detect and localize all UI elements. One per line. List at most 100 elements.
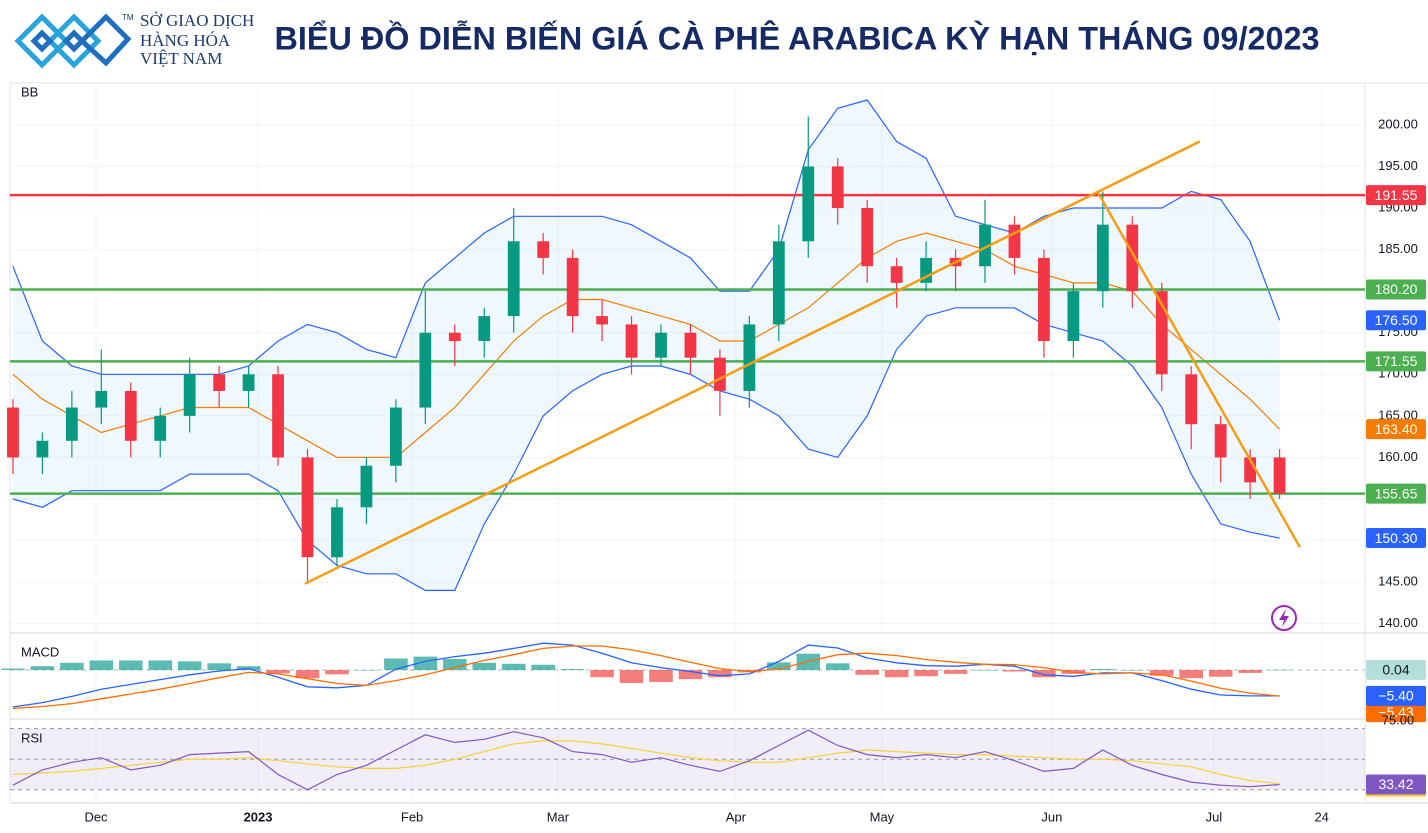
candle-body xyxy=(979,224,991,267)
y-tick-label: 75.00 xyxy=(1382,712,1415,727)
histogram-bar xyxy=(678,670,703,680)
candle-body xyxy=(743,324,756,391)
rsi-line xyxy=(12,729,1280,791)
trend-line xyxy=(1096,191,1301,548)
candle-body xyxy=(448,332,461,342)
histogram-bar xyxy=(1091,669,1115,671)
histogram-bar xyxy=(1179,670,1203,679)
y-tick-label: 165.00 xyxy=(1378,407,1418,422)
histogram-bar xyxy=(207,663,231,671)
trend-line xyxy=(304,140,1201,585)
x-tick-label: Apr xyxy=(726,809,747,824)
histogram-bar xyxy=(943,670,968,674)
price-label-box xyxy=(1366,419,1426,440)
histogram-bar xyxy=(472,662,497,671)
price-label: 155.65 xyxy=(1375,485,1418,501)
histogram-bar xyxy=(884,670,909,678)
y-tick-label: 185.00 xyxy=(1378,241,1418,256)
histogram-bar xyxy=(767,662,791,671)
histogram-bar xyxy=(825,663,850,671)
y-tick-label: 160.00 xyxy=(1378,449,1418,464)
candle-body xyxy=(890,266,903,283)
x-tick-label: 24 xyxy=(1314,809,1328,824)
candle-body xyxy=(7,407,19,458)
page-title: BIỂU ĐỒ DIỄN BIẾN GIÁ CÀ PHÊ ARABICA KỲ … xyxy=(275,20,1320,56)
pane-label: MACD xyxy=(21,644,59,659)
band-fill xyxy=(12,100,1280,591)
price-label-box xyxy=(1366,659,1426,680)
candle-body xyxy=(802,166,815,242)
price-label: −5.40 xyxy=(1378,688,1414,704)
candle-body xyxy=(301,457,314,558)
candle-body xyxy=(1185,374,1198,425)
candle-body xyxy=(242,374,255,391)
histogram-bar xyxy=(118,660,143,671)
candle-body xyxy=(1067,291,1080,342)
histogram-bar xyxy=(1002,670,1027,672)
histogram-bar xyxy=(1208,670,1233,677)
x-tick-label: May xyxy=(870,809,895,824)
candle-body xyxy=(36,440,49,458)
bollinger-line xyxy=(12,99,1281,375)
candle-body xyxy=(1008,224,1021,258)
candle-body xyxy=(566,257,579,317)
candle-body xyxy=(213,374,226,391)
price-label: 191.55 xyxy=(1375,187,1418,203)
price-label-box xyxy=(1366,185,1426,206)
macd-line xyxy=(12,645,1280,710)
price-label: 150.30 xyxy=(1375,530,1418,546)
candle-body xyxy=(1096,224,1109,292)
price-label-box xyxy=(1366,528,1426,549)
price-label: 0.04 xyxy=(1382,662,1409,678)
logo-text: HÀNG HÓA xyxy=(140,31,231,50)
candle-body xyxy=(625,324,638,358)
y-tick-label: 140.00 xyxy=(1378,615,1418,630)
price-label-box xyxy=(1366,774,1426,795)
candle-body xyxy=(714,357,726,391)
logo-text: SỞ GIAO DỊCH xyxy=(140,11,254,30)
histogram-bar xyxy=(855,670,879,675)
candle-body xyxy=(537,241,550,258)
candle-body xyxy=(154,415,167,441)
x-tick-label: Feb xyxy=(401,809,423,824)
histogram-bar xyxy=(266,670,290,674)
x-tick-label: Dec xyxy=(84,809,108,824)
price-label: 33.42 xyxy=(1378,776,1413,792)
candle-body xyxy=(389,407,402,466)
price-label: 171.55 xyxy=(1375,353,1418,369)
x-tick-label: Mar xyxy=(547,809,570,824)
candle-body xyxy=(360,465,373,508)
candle-body xyxy=(65,407,78,441)
histogram-bar xyxy=(590,670,614,678)
candle-body xyxy=(684,332,697,358)
histogram-bar xyxy=(619,670,644,683)
macd-line xyxy=(12,642,1280,708)
price-label-box xyxy=(1366,702,1426,723)
candle-body xyxy=(272,374,284,458)
histogram-bar xyxy=(560,669,585,671)
histogram-bar xyxy=(1149,670,1174,676)
candle-body xyxy=(507,241,520,317)
x-tick-label: 2023 xyxy=(244,809,273,824)
price-label: 180.20 xyxy=(1375,281,1418,297)
candle-body xyxy=(920,257,932,283)
candle-body xyxy=(1126,224,1139,292)
pane-label: RSI xyxy=(21,730,43,745)
histogram-bar xyxy=(531,664,555,671)
histogram-bar xyxy=(501,663,526,671)
candle-body xyxy=(1244,457,1257,483)
candle-body xyxy=(1038,257,1050,342)
histogram-bar xyxy=(1267,669,1292,671)
candle-body xyxy=(772,241,785,325)
y-tick-label: 195.00 xyxy=(1378,158,1418,173)
histogram-bar xyxy=(30,666,55,671)
candle-body xyxy=(478,316,491,342)
price-label-box xyxy=(1366,351,1426,372)
candle-body xyxy=(831,166,844,209)
candle-body xyxy=(1155,291,1168,375)
histogram-bar xyxy=(354,670,379,671)
histogram-bar xyxy=(89,660,114,671)
price-label-box xyxy=(1366,685,1426,706)
histogram-bar xyxy=(914,670,938,677)
bollinger-line xyxy=(12,232,1281,458)
